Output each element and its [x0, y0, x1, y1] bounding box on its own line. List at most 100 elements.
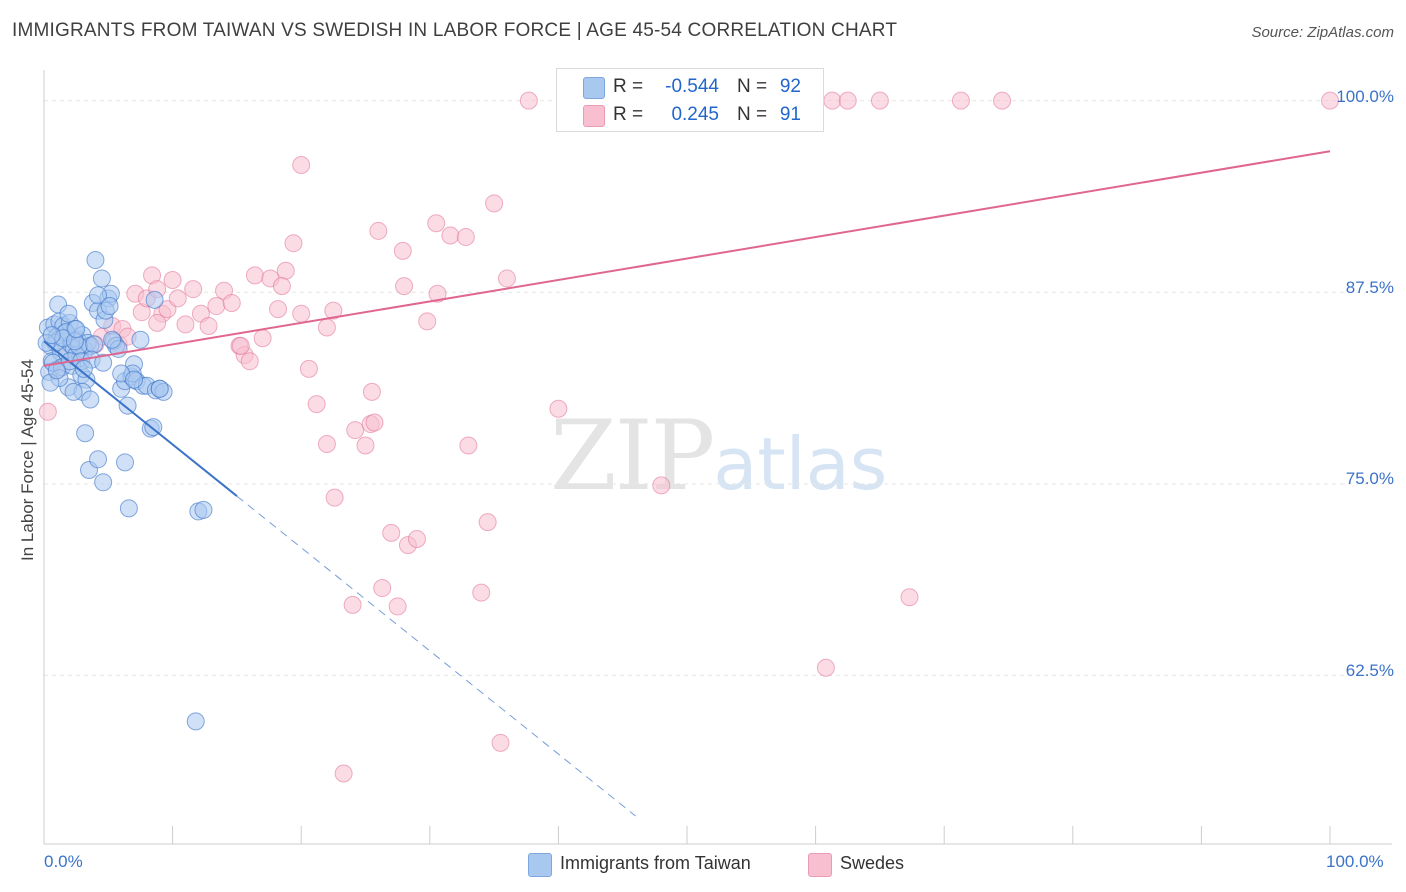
- swedes-point: [269, 300, 288, 319]
- swedes-point: [407, 529, 426, 548]
- swedes-point: [382, 523, 401, 542]
- swedes-point: [369, 221, 388, 240]
- stats-box: R = -0.544 N = 92 R = 0.245 N = 91: [556, 68, 824, 132]
- taiwan-point: [119, 499, 138, 518]
- taiwan-point: [74, 359, 93, 378]
- taiwan-swatch: [583, 77, 605, 99]
- taiwan-trend-extension: [236, 495, 636, 817]
- swedes-point: [199, 316, 218, 335]
- swedes-point: [163, 270, 182, 289]
- swedes-point: [497, 269, 516, 288]
- chart-title: IMMIGRANTS FROM TAIWAN VS SWEDISH IN LAB…: [12, 20, 898, 41]
- taiwan-point: [81, 390, 100, 409]
- swedes-point: [427, 214, 446, 233]
- swedes-point: [324, 301, 343, 320]
- swedes-point: [393, 241, 412, 260]
- n-label: N =: [737, 104, 768, 125]
- swedes-point: [951, 91, 970, 110]
- r-value: -0.544: [665, 76, 719, 97]
- taiwan-point: [150, 379, 169, 398]
- swedes-point: [418, 312, 437, 331]
- swedes-point: [231, 336, 250, 355]
- taiwan-point: [85, 335, 104, 354]
- swedes-point: [299, 359, 318, 378]
- watermark-atlas: atlas: [713, 422, 888, 506]
- r-label: R =: [613, 76, 644, 97]
- y-tick-label: 62.5%: [1345, 661, 1394, 680]
- swedes-point: [184, 280, 203, 299]
- taiwan-point: [100, 297, 119, 316]
- swedes-point: [652, 476, 671, 495]
- swedes-point: [395, 277, 414, 296]
- y-tick-label: 87.5%: [1345, 278, 1394, 297]
- r-label: R =: [613, 104, 644, 125]
- taiwan-point: [131, 330, 150, 349]
- swedes-point: [485, 194, 504, 213]
- swedes-point: [365, 413, 384, 432]
- swedes-point: [388, 597, 407, 616]
- swedes-point: [373, 579, 392, 598]
- swedes-point: [222, 293, 241, 312]
- x-tick-label-left: 0.0%: [44, 852, 83, 871]
- watermark-zip: ZIP: [550, 400, 715, 512]
- legend: Immigrants from Taiwan Swedes: [0, 852, 1406, 878]
- taiwan-point: [194, 500, 213, 519]
- taiwan-point: [118, 396, 137, 415]
- n-label: N =: [737, 76, 768, 97]
- taiwan-point: [94, 353, 113, 372]
- swedes-point: [459, 436, 478, 455]
- swedes-point: [284, 234, 303, 253]
- swedes-point: [549, 399, 568, 418]
- taiwan-point: [89, 286, 108, 305]
- taiwan-trend-line: [43, 340, 238, 497]
- swedes-point: [272, 277, 291, 296]
- swedes-point: [38, 402, 57, 421]
- swedes-point: [292, 156, 311, 175]
- swedes-point: [356, 436, 375, 455]
- taiwan-point: [186, 712, 205, 731]
- swedes-point: [519, 91, 538, 110]
- swedes-point: [334, 764, 353, 783]
- legend-swatch-taiwan: [528, 853, 552, 877]
- taiwan-point: [64, 382, 83, 401]
- watermark: ZIPatlas: [550, 400, 887, 512]
- swedes-point: [1321, 91, 1339, 110]
- swedes-point: [478, 513, 497, 532]
- swedes-point: [317, 318, 336, 337]
- x-tick-label-right: 100.0%: [1326, 852, 1384, 871]
- taiwan-point: [67, 320, 86, 339]
- swedes-point: [253, 329, 272, 348]
- taiwan-point: [76, 424, 95, 443]
- r-value: 0.245: [671, 104, 719, 125]
- swedes-point: [207, 297, 226, 316]
- swedes-point: [816, 658, 835, 677]
- swedes-point: [168, 289, 187, 308]
- source-label: Source: ZipAtlas.com: [1251, 24, 1394, 41]
- stats-row-swedes: R = 0.245 N = 91: [557, 101, 823, 129]
- swedes-point: [325, 488, 344, 507]
- swedes-point: [307, 395, 326, 414]
- swedes-point: [148, 313, 167, 332]
- swedes-point: [362, 382, 381, 401]
- y-tick-label: 100.0%: [1336, 87, 1394, 106]
- n-value: 92: [779, 76, 801, 97]
- swedes-point: [292, 304, 311, 323]
- swedes-point: [428, 284, 447, 303]
- swedes-point: [993, 91, 1012, 110]
- stats-row-taiwan: R = -0.544 N = 92: [557, 73, 823, 101]
- taiwan-point: [42, 326, 61, 345]
- legend-label-taiwan: Immigrants from Taiwan: [560, 853, 751, 873]
- taiwan-point: [94, 473, 113, 492]
- y-axis-label: In Labor Force | Age 45-54: [18, 359, 37, 561]
- n-value: 91: [779, 104, 801, 125]
- swedes-point: [823, 91, 842, 110]
- y-tick-label: 75.0%: [1345, 469, 1394, 488]
- swedes-point: [240, 352, 259, 371]
- swedes-point: [276, 261, 295, 280]
- swedes-point: [317, 434, 336, 453]
- taiwan-point: [86, 251, 105, 270]
- swedes-point: [346, 421, 365, 440]
- legend-label-swedes: Swedes: [840, 853, 905, 873]
- taiwan-point: [125, 370, 144, 389]
